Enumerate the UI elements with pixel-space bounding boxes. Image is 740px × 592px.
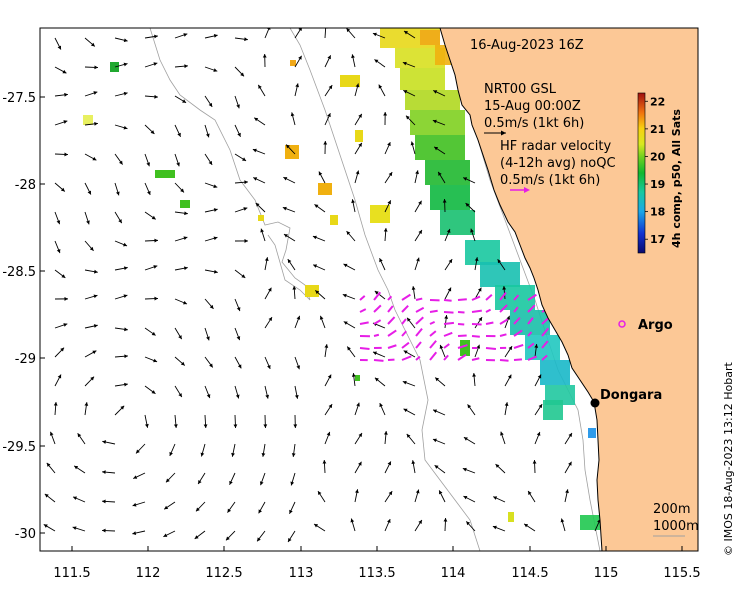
- colorbar-tick-label: 20: [650, 150, 666, 163]
- colorbar-title: 4h comp, p50, All Sats: [670, 109, 683, 248]
- latitude-axis: -27.5 -28 -28.5 -29 -29.5 -30: [2, 91, 45, 542]
- gsl-time: 15-Aug 00:00Z: [484, 99, 581, 114]
- longitude-tick-label: 115.5: [663, 566, 700, 581]
- longitude-tick-label: 114.5: [511, 566, 548, 581]
- colorbar-ticks: 22 21 20 19 18 17: [645, 95, 666, 246]
- colorbar-tick-label: 18: [650, 206, 665, 219]
- sst-colorbar: [637, 92, 646, 254]
- depth-legend-200m: 200m: [653, 502, 690, 517]
- gsl-title: NRT00 GSL: [484, 82, 557, 97]
- bathymetry-1000m-contour: [149, 28, 481, 551]
- latitude-tick-label: -29.5: [2, 440, 36, 455]
- longitude-tick-label: 112: [136, 566, 161, 581]
- longitude-axis: 111.5 112 112.5 113 113.5 114 114.5 115 115.5: [53, 546, 701, 581]
- depth-legend-1000m: 1000m: [653, 519, 699, 534]
- latitude-tick-label: -29: [15, 352, 36, 367]
- argo-float-marker: [618, 320, 626, 328]
- longitude-tick-label: 115: [594, 566, 619, 581]
- argo-label: Argo: [638, 318, 673, 333]
- longitude-tick-label: 113: [289, 566, 314, 581]
- latitude-tick-label: -28.5: [2, 265, 36, 280]
- gsl-scale-arrowhead: [501, 130, 506, 136]
- sea-surface-temperature-patches: [83, 28, 600, 530]
- gsl-scale: 0.5m/s (1kt 6h): [484, 116, 584, 131]
- longitude-tick-label: 111.5: [53, 566, 90, 581]
- plot-frame: [39, 27, 699, 552]
- latitude-tick-label: -30: [15, 527, 36, 542]
- imos-credit: © IMOS 18-Aug-2023 13:12 Hobart: [722, 362, 735, 556]
- western-australia-land: [439, 28, 698, 551]
- colorbar-tick-label: 22: [650, 95, 665, 108]
- gsl-current-vectors: [43, 28, 601, 543]
- colorbar-tick-label: 17: [650, 233, 665, 246]
- hf-scale: 0.5m/s (1kt 6h): [500, 173, 600, 188]
- dongara-marker: [590, 398, 600, 408]
- hf-radar-velocity-vectors: [359, 291, 550, 362]
- latitude-tick-label: -27.5: [2, 91, 36, 106]
- hf-title: HF radar velocity: [500, 139, 612, 154]
- latitude-tick-label: -28: [15, 178, 36, 193]
- date-label: 16-Aug-2023 16Z: [470, 38, 584, 53]
- dongara-label: Dongara: [600, 388, 662, 403]
- longitude-tick-label: 113.5: [358, 566, 395, 581]
- colorbar-tick-label: 21: [650, 123, 665, 136]
- longitude-tick-label: 112.5: [205, 566, 242, 581]
- hf-scale-arrowhead: [524, 187, 530, 193]
- longitude-tick-label: 114: [441, 566, 466, 581]
- colorbar-tick-label: 19: [650, 178, 665, 191]
- hf-averaging: (4-12h avg) noQC: [500, 156, 616, 171]
